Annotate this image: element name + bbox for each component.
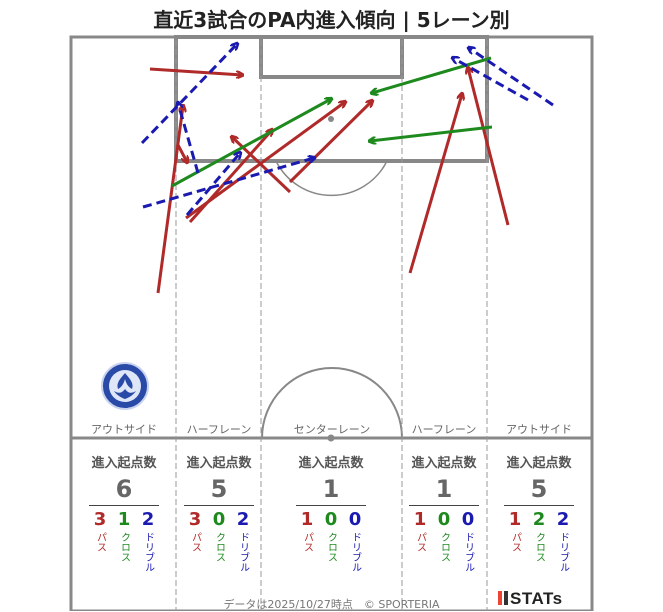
stat-cross: 0 クロス (434, 510, 454, 572)
stat-cross-label: クロス (438, 532, 450, 562)
stat-total: 5 (184, 475, 254, 506)
stat-cross: 0 クロス (209, 510, 229, 572)
pass-arrow (149, 67, 242, 75)
stat-dribble: 0 ドリブル (345, 509, 365, 573)
stat-header: 進入起点数 (506, 456, 572, 471)
stat-cross-label: クロス (325, 532, 337, 562)
stat-cross-label: クロス (533, 532, 545, 562)
stat-pass-count: 1 (413, 509, 427, 530)
lane-label-left-outside: アウトサイド (91, 423, 157, 436)
stat-pass-count: 1 (300, 509, 314, 530)
cross-arrow (171, 99, 331, 188)
stat-pass-count: 3 (93, 509, 107, 530)
lane-stat-column: 進入起点数 6 3 パス 1 クロス 2 ドリブル (74, 452, 174, 572)
stat-header: 進入起点数 (91, 456, 157, 471)
stat-dribble-count: 0 (461, 509, 475, 530)
pass-arrow (288, 101, 372, 184)
pass-arrow (468, 68, 510, 226)
lane-label-right-half: ハーフレーン (411, 423, 477, 436)
stats-brand-logo: STATs (498, 589, 563, 609)
lane-label-right-outside: アウトサイド (506, 423, 572, 436)
stat-pass-label: パス (94, 532, 106, 552)
penalty-arc (275, 160, 388, 197)
stat-cross-label: クロス (213, 532, 225, 562)
stat-cross-count: 0 (324, 509, 338, 530)
stat-total: 1 (409, 475, 479, 506)
lane-stat-column: 進入起点数 1 1 パス 0 クロス 0 ドリブル (281, 452, 381, 572)
stat-dribble: 2 ドリブル (138, 509, 158, 573)
stat-dribble-label: ドリブル (142, 532, 154, 572)
stat-dribble-count: 2 (141, 509, 155, 530)
lane-stat-column: 進入起点数 1 1 パス 0 クロス 0 ドリブル (394, 452, 494, 572)
stat-pass-label: パス (414, 532, 426, 552)
stat-dribble-count: 0 (348, 509, 362, 530)
stat-dribble: 2 ドリブル (233, 509, 253, 573)
lane-stat-column: 進入起点数 5 3 パス 0 クロス 2 ドリブル (169, 452, 269, 572)
stat-dribble-label: ドリブル (462, 532, 474, 572)
stat-pass-count: 1 (508, 509, 522, 530)
stat-dribble-label: ドリブル (349, 532, 361, 572)
dribble-arrow (469, 48, 554, 107)
stat-header: 進入起点数 (298, 456, 364, 471)
footer-note: データは2025/10/27時点 © SPORTERIA (223, 598, 440, 611)
stat-cross-label: クロス (118, 532, 130, 562)
stat-cross-count: 0 (212, 509, 226, 530)
stat-dribble: 0 ドリブル (458, 509, 478, 573)
stat-dribble: 2 ドリブル (553, 509, 573, 573)
lane-label-center: センターレーン (293, 423, 371, 436)
club-crest-logo (101, 362, 149, 410)
stat-dribble-label: ドリブル (557, 532, 569, 572)
lane-stat-column: 進入起点数 5 1 パス 2 クロス 2 ドリブル (489, 452, 589, 572)
stat-pass-count: 3 (188, 509, 202, 530)
cross-arrow (372, 56, 492, 93)
stat-total: 5 (504, 475, 574, 506)
dribble-arrow (178, 103, 200, 174)
stat-pass: 3 パス (185, 510, 205, 572)
pass-arrow (232, 137, 292, 194)
center-spot (327, 434, 335, 442)
goal-area (259, 35, 404, 79)
stat-cross: 2 クロス (529, 510, 549, 572)
stat-cross-count: 2 (532, 509, 546, 530)
pass-arrow (408, 94, 462, 274)
stat-pass-label: パス (189, 532, 201, 552)
dribble-arrow (453, 58, 529, 102)
stat-dribble-label: ドリブル (237, 532, 249, 572)
stat-pass: 1 パス (505, 510, 525, 572)
stat-total: 1 (296, 475, 366, 506)
stat-cross-count: 0 (437, 509, 451, 530)
dribble-arrow (140, 44, 237, 145)
chart-title: 直近3試合のPA内進入傾向 | 5レーン別 (153, 8, 510, 32)
lane-label-left-half: ハーフレーン (186, 423, 252, 436)
stat-pass: 3 パス (90, 510, 110, 572)
cross-arrow (370, 125, 493, 141)
center-circle (261, 367, 403, 439)
stat-pass-label: パス (509, 532, 521, 552)
stat-pass: 1 パス (410, 510, 430, 572)
stat-cross: 0 クロス (321, 510, 341, 572)
stat-pass: 1 パス (297, 510, 317, 572)
pass-arrow (185, 102, 345, 220)
stat-header: 進入起点数 (411, 456, 477, 471)
arrow-layer (140, 44, 554, 294)
dribble-arrow (142, 158, 314, 209)
stat-header: 進入起点数 (186, 456, 252, 471)
pass-arrow (188, 130, 272, 223)
stat-pass-label: パス (301, 532, 313, 552)
pass-arrow (176, 144, 187, 162)
stat-dribble-count: 2 (556, 509, 570, 530)
stat-total: 6 (89, 475, 159, 506)
penalty-spot (328, 116, 334, 122)
stat-cross-count: 1 (117, 509, 131, 530)
stat-dribble-count: 2 (236, 509, 250, 530)
stat-cross: 1 クロス (114, 510, 134, 572)
